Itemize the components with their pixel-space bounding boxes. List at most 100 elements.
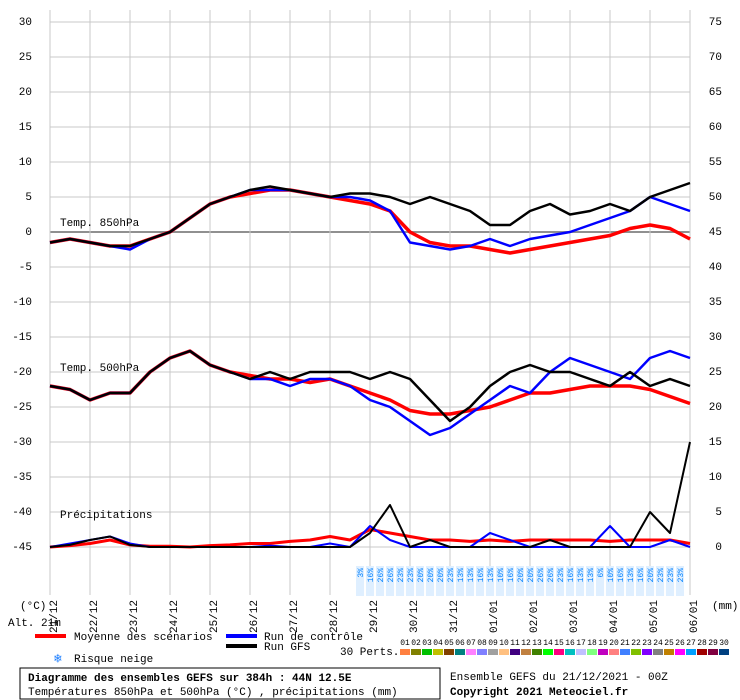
pert-name: 24 (653, 639, 663, 648)
snow-risk-cell (366, 566, 374, 596)
y2-tick-label: 30 (709, 332, 722, 344)
pert-swatch (466, 649, 476, 655)
pert-swatch (455, 649, 465, 655)
pert-name: 16 (565, 639, 575, 648)
snow-risk-label: 16% (567, 568, 576, 583)
snow-risk-label: 16% (637, 568, 646, 583)
y-axis-label: (°C) (20, 601, 46, 613)
pert-swatch (576, 649, 586, 655)
snow-risk-cell (586, 566, 594, 596)
y-tick-label: -5 (19, 262, 32, 274)
snow-risk-cell (516, 566, 524, 596)
series-line (49, 441, 691, 548)
snow-risk-label: 23% (407, 568, 416, 583)
y2-tick-label: 45 (709, 227, 722, 239)
pert-swatch (642, 649, 652, 655)
snow-risk-cell (386, 566, 394, 596)
snow-risk-label: 20% (517, 568, 526, 583)
snow-risk-label: 23% (667, 568, 676, 583)
pert-swatch (631, 649, 641, 655)
snow-risk-cell (606, 566, 614, 596)
marks: 3% 16% 26% 26% 23% 23% 20% 20% 20% 23% 13% 13% 16% 13… (49, 181, 691, 596)
info-box (19, 667, 441, 700)
pert-swatch (499, 649, 509, 655)
y2-axis-label: (mm) (712, 601, 738, 613)
legend-label: Run GFS (264, 642, 311, 654)
pert-swatch (587, 649, 597, 655)
pert-name: 29 (708, 639, 718, 648)
y2-tick-label: 55 (709, 157, 722, 169)
pert-name: 15 (554, 639, 564, 648)
pert-swatch (565, 649, 575, 655)
snow-risk-label: 23% (657, 568, 666, 583)
pert-name: 14 (543, 639, 553, 648)
pert-name: 04 (433, 639, 443, 648)
snow-risk-label: 13% (467, 568, 476, 583)
snow-risk-label: 23% (677, 568, 686, 583)
y2-tick-label: 35 (709, 297, 722, 309)
snow-risk-cell (436, 566, 444, 596)
pert-name: 01 (400, 639, 410, 648)
pert-swatch (554, 649, 564, 655)
snow-risk-cell (416, 566, 424, 596)
pert-name: 21 (620, 639, 630, 648)
snow-risk-label: 20% (437, 568, 446, 583)
snow-icon: ❄ (53, 651, 62, 666)
run-info: Ensemble GEFS du 21/12/2021 - 00Z (450, 672, 668, 684)
legend-label: Risque neige (74, 654, 153, 666)
snow-risk-label: 6% (597, 568, 606, 578)
pert-swatch (477, 649, 487, 655)
pert-name: 30 (719, 639, 729, 648)
y2-tick-label: 15 (709, 437, 722, 449)
snow-risk-cell (376, 566, 384, 596)
y-tick-label: 0 (25, 227, 32, 239)
x-tick-label: 29/12 (369, 600, 381, 633)
y2-tick-label: 50 (709, 192, 722, 204)
legend-label: Run de contrôle (264, 632, 363, 644)
y-tick-label: 20 (19, 87, 32, 99)
pert-swatch (664, 649, 674, 655)
y-tick-label: -25 (12, 402, 32, 414)
pert-name: 17 (576, 639, 586, 648)
pert-name: 26 (675, 639, 685, 648)
x-tick-label: 24/12 (169, 600, 181, 633)
snow-risk-label: 20% (417, 568, 426, 583)
snow-risk-label: 20% (427, 568, 436, 583)
snow-risk-cell (546, 566, 554, 596)
snow-risk-label: 23% (557, 568, 566, 583)
snow-risk-label: 26% (377, 568, 386, 583)
snow-risk-label: 23% (397, 568, 406, 583)
pert-swatch (488, 649, 498, 655)
snow-risk-cell (456, 566, 464, 596)
series-line (49, 181, 691, 248)
pert-swatch (719, 649, 729, 655)
y2-tick-label: 65 (709, 87, 722, 99)
snow-risk-cell (646, 566, 654, 596)
snow-risk-label: 20% (647, 568, 656, 583)
x-tick-label: 05/01 (649, 600, 661, 633)
pert-swatch (422, 649, 432, 655)
copyright: Copyright 2021 Meteociel.fr (450, 687, 628, 699)
altitude: Alt. 21m (8, 618, 61, 630)
snow-risk-label: 26% (537, 568, 546, 583)
title: Diagramme des ensembles GEFS sur 384h : … (28, 673, 352, 685)
x-tick-label: 30/12 (409, 600, 421, 633)
snow-risk-cell (466, 566, 474, 596)
y-tick-label: -30 (12, 437, 32, 449)
x-tick-label: 31/12 (449, 600, 461, 633)
snow-risk-cell (666, 566, 674, 596)
snow-risk-label: 10% (607, 568, 616, 583)
y2-tick-label: 25 (709, 367, 722, 379)
pert-name: 28 (697, 639, 707, 648)
pert-name: 27 (686, 639, 696, 648)
snow-risk-label: 16% (617, 568, 626, 583)
pert-swatch (653, 649, 663, 655)
snow-risk-cell (656, 566, 664, 596)
grid (49, 10, 691, 595)
y-tick-label: -40 (12, 507, 32, 519)
snow-risk-label: 26% (387, 568, 396, 583)
y-tick-label: 10 (19, 157, 32, 169)
pert-name: 12 (521, 639, 531, 648)
snow-risk-label: 13% (587, 568, 596, 583)
panel-label: Temp. 850hPa (60, 218, 140, 230)
